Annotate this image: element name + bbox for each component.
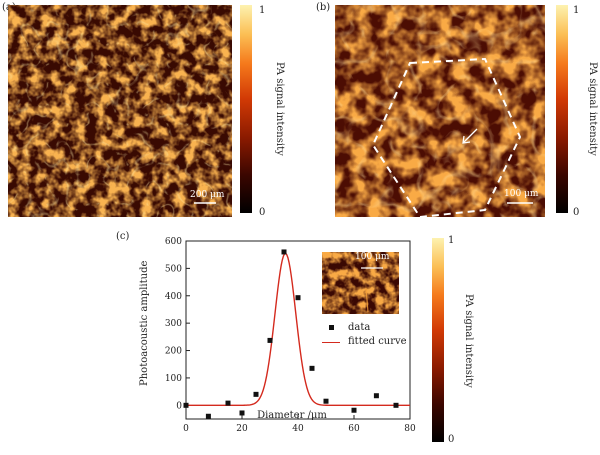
- inset-image: [322, 252, 399, 314]
- y-tick-label: 100: [165, 374, 182, 384]
- data-point: [183, 402, 189, 408]
- arrow-icon: [462, 128, 478, 144]
- y-tick-label: 200: [165, 347, 182, 357]
- colorbar-a-min: 0: [259, 207, 266, 218]
- legend-fit-line: [322, 342, 340, 343]
- panel-a-image: [8, 5, 232, 217]
- panel-a-scalebar-label: 200 μm: [190, 190, 225, 200]
- data-point: [267, 337, 273, 343]
- legend-data-label: data: [348, 322, 371, 333]
- colorbar-c-min: 0: [448, 434, 455, 445]
- colorbar-a: [240, 5, 252, 213]
- data-point: [205, 413, 211, 419]
- colorbar-b-min: 0: [573, 207, 580, 218]
- data-point: [373, 393, 379, 399]
- data-point: [281, 249, 287, 255]
- panel-c-label: (c): [116, 231, 130, 242]
- y-tick-label: 400: [165, 292, 182, 302]
- panel-b-label: (b): [316, 2, 331, 13]
- data-point: [225, 400, 231, 406]
- inset-scalebar-label: 100 μm: [355, 252, 390, 262]
- panel-b-image: [335, 5, 545, 217]
- x-tick-label: 20: [236, 424, 248, 434]
- colorbar-a-max: 1: [259, 5, 266, 16]
- data-point: [351, 407, 357, 413]
- data-point: [253, 391, 259, 397]
- colorbar-c-label: PA signal intensity: [463, 294, 474, 388]
- panel-b-scalebar-label: 100 μm: [504, 189, 539, 199]
- data-point: [323, 398, 329, 404]
- fitted-curve-line: [186, 252, 410, 407]
- x-tick-label: 40: [292, 424, 304, 434]
- y-axis-label: Photoacoustic amplitude: [139, 260, 150, 386]
- x-tick-label: 0: [183, 424, 189, 434]
- x-axis-label: Diameter /μm: [257, 410, 327, 421]
- data-point: [239, 410, 245, 416]
- y-tick-label: 600: [165, 237, 182, 247]
- x-tick-label: 80: [404, 424, 416, 434]
- hexagon-outline: [371, 57, 522, 217]
- colorbar-b: [556, 5, 568, 213]
- y-tick-label: 0: [176, 401, 182, 411]
- colorbar-c-max: 1: [448, 235, 455, 246]
- x-tick-label: 60: [348, 424, 360, 434]
- data-point: [295, 295, 301, 301]
- colorbar-c: [432, 238, 444, 442]
- legend-data-marker: [328, 324, 336, 332]
- legend-fit-label: fitted curve: [348, 336, 407, 347]
- y-tick-label: 500: [165, 264, 182, 274]
- y-tick-label: 300: [165, 319, 182, 329]
- colorbar-b-max: 1: [573, 5, 580, 16]
- data-point: [393, 402, 399, 408]
- data-point: [309, 365, 315, 371]
